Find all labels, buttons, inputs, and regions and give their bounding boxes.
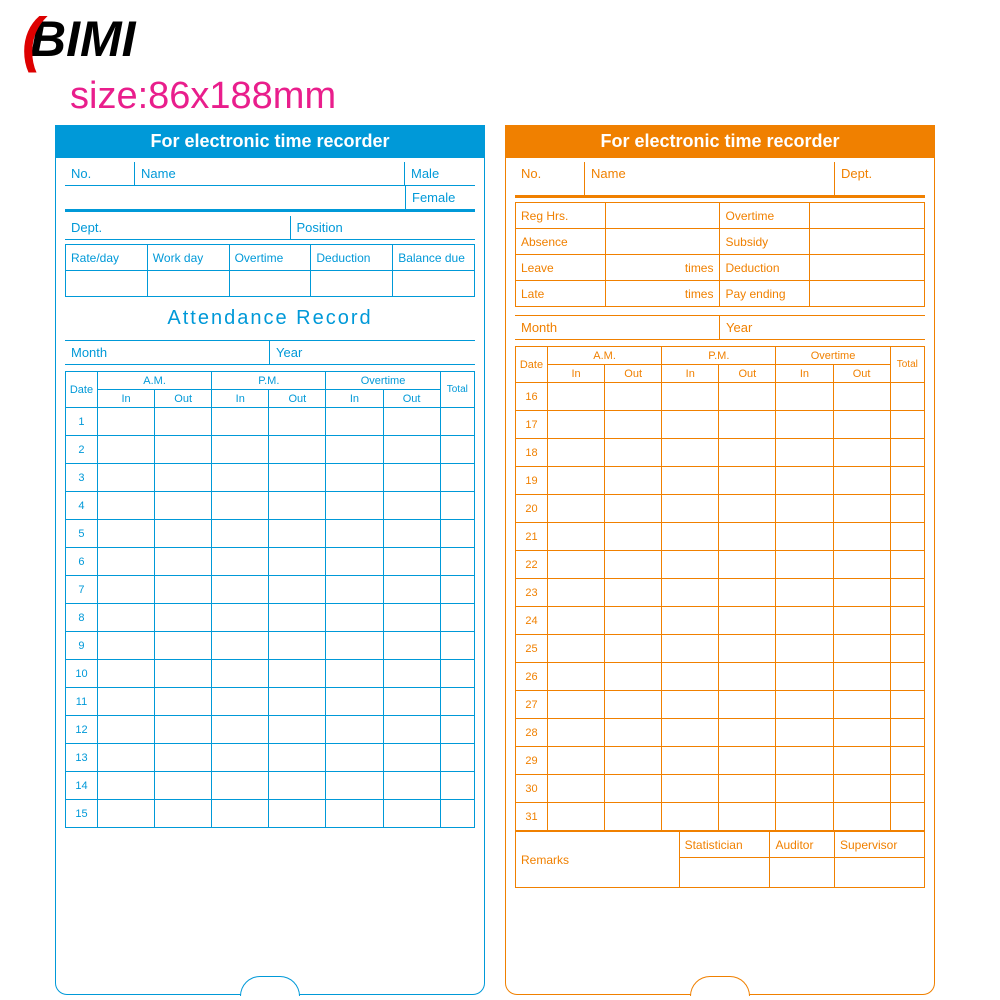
label-male: Male — [405, 162, 475, 185]
card-blue: For electronic time recorder No. Name Ma… — [55, 125, 485, 995]
blue-grid: Date A.M. P.M. Overtime Total InOut InOu… — [65, 371, 475, 828]
cards-container: For electronic time recorder No. Name Ma… — [55, 125, 935, 995]
label-month: Month — [65, 341, 270, 364]
label-dept: Dept. — [65, 216, 291, 239]
blue-info-table: Rate/day Work day Overtime Deduction Bal… — [65, 244, 475, 297]
label-name: Name — [135, 162, 405, 185]
label-name: Name — [585, 162, 835, 195]
label-no: No. — [515, 162, 585, 195]
blue-header: For electronic time recorder — [55, 125, 485, 158]
orange-info-table: Reg Hrs.OvertimeAbsenceSubsidyLeavetimes… — [515, 202, 925, 307]
orange-grid: Date A.M. P.M. Overtime Total InOut InOu… — [515, 346, 925, 831]
orange-header: For electronic time recorder — [505, 125, 935, 158]
logo: (BIMI — [30, 10, 136, 68]
orange-footer: Remarks Statistician Auditor Supervisor — [515, 831, 925, 888]
label-position: Position — [291, 216, 476, 239]
label-female: Female — [405, 186, 475, 209]
section-title: Attendance Record — [65, 297, 475, 340]
card-orange: For electronic time recorder No. Name De… — [505, 125, 935, 995]
label-year: Year — [270, 341, 475, 364]
notch — [690, 976, 750, 996]
label-year: Year — [720, 316, 925, 339]
notch — [240, 976, 300, 996]
size-label: size:86x188mm — [70, 75, 336, 118]
label-dept: Dept. — [835, 162, 925, 195]
label-month: Month — [515, 316, 720, 339]
label-no: No. — [65, 162, 135, 185]
